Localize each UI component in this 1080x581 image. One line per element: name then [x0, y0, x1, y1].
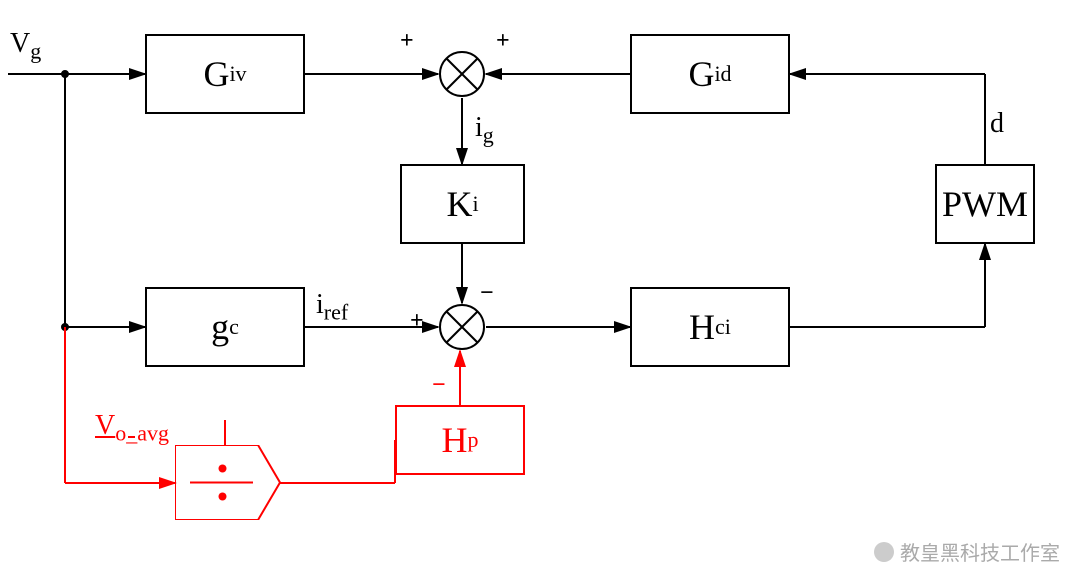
sign-top-right: +: [496, 28, 510, 55]
wechat-icon: [873, 541, 895, 563]
sign-top-left: +: [400, 28, 414, 55]
label-voavg: Vo_avg: [95, 410, 169, 447]
block-Ki: Ki: [400, 164, 525, 244]
label-iref: iref: [316, 289, 348, 326]
block-Hci: Hci: [630, 287, 790, 367]
divider-block: [175, 445, 305, 520]
label-Vg: Vg: [10, 28, 41, 65]
sign-bot-bot: −: [432, 372, 446, 399]
summer-top: [438, 50, 486, 98]
block-Giv: Giv: [145, 34, 305, 114]
label-ig: ig: [475, 112, 494, 149]
sign-bot-left: +: [410, 308, 424, 335]
label-d: d: [990, 108, 1004, 140]
summer-bottom: [438, 303, 486, 351]
watermark: 教皇黑科技工作室: [873, 537, 1060, 566]
block-Hp: Hp: [395, 405, 525, 475]
block-gc: gc: [145, 287, 305, 367]
block-Gid: Gid: [630, 34, 790, 114]
block-PWM: PWM: [935, 164, 1035, 244]
sign-bot-top: −: [480, 280, 494, 307]
